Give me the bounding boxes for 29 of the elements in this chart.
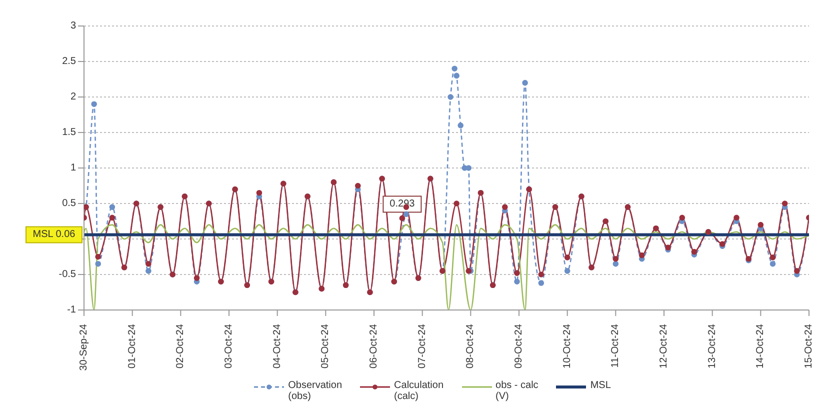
x-tick-label: 13-Oct-24 [706, 324, 718, 368]
y-tick-label: 2.5 [62, 56, 76, 67]
x-tick-label: 01-Oct-24 [126, 324, 138, 368]
x-tick-label: 03-Oct-24 [224, 324, 234, 368]
x-tick-label: 09-Oct-24 [514, 324, 524, 368]
legend-label: Calculation (calc) [394, 380, 444, 402]
annotation: MSL 0.06 [32, 229, 76, 240]
y-tick-label: 2 [70, 92, 76, 102]
y-tick-label: -1 [67, 304, 76, 316]
x-tick-label: 15-Oct-24 [804, 324, 814, 368]
y-tick-label: -0.5 [58, 269, 76, 280]
x-tick-label: 07-Oct-24 [416, 324, 428, 368]
x-tick-label: 12-Oct-24 [658, 324, 670, 368]
x-tick-label: 06-Oct-24 [368, 324, 380, 368]
x-tick-label: 05-Oct-24 [320, 324, 332, 368]
x-tick-label: 11-Oct-24 [610, 324, 622, 368]
legend-label: MSL [590, 380, 611, 391]
x-tick-label: 04-Oct-24 [272, 324, 283, 368]
x-tick-label: 30-Sep-24 [78, 324, 90, 371]
y-tick-label: 1.5 [62, 127, 76, 138]
legend-label: obs - calc (V) [496, 380, 538, 402]
y-tick-label: 1 [70, 162, 76, 174]
y-tick-label: 0.5 [62, 198, 76, 209]
x-tick-label: 14-Oct-24 [755, 324, 766, 368]
x-tick-label: 02-Oct-24 [175, 324, 186, 368]
x-tick-label: 10-Oct-24 [562, 324, 573, 368]
legend-label: Observation (obs) [288, 380, 342, 402]
x-tick-label: 08-Oct-24 [465, 324, 476, 368]
y-tick-label: 3 [70, 20, 76, 32]
